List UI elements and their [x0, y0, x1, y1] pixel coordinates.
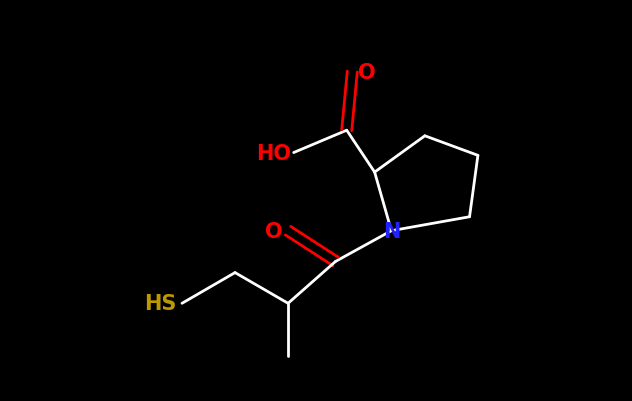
Text: O: O: [265, 221, 283, 241]
Text: HO: HO: [256, 143, 291, 163]
Text: O: O: [358, 63, 375, 82]
Text: N: N: [383, 221, 400, 241]
Text: HS: HS: [144, 294, 176, 314]
